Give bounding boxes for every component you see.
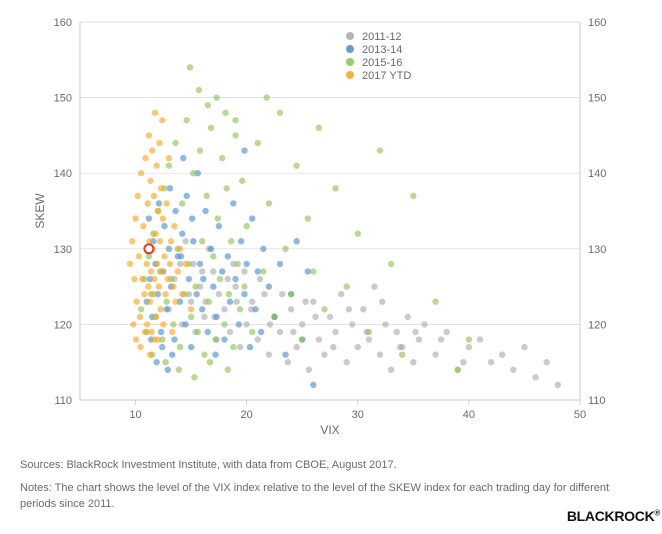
svg-text:30: 30 — [352, 409, 364, 421]
source-line: Sources: BlackRock Investment Institute,… — [20, 458, 640, 473]
svg-text:50: 50 — [574, 409, 586, 421]
svg-text:20: 20 — [241, 409, 253, 421]
brand-text: BLACKROCK — [567, 508, 655, 524]
svg-text:120: 120 — [588, 319, 606, 331]
brand-logo: BLACKROCK® — [20, 508, 660, 524]
svg-text:160: 160 — [54, 17, 72, 29]
svg-text:140: 140 — [588, 168, 606, 180]
svg-text:130: 130 — [588, 244, 606, 256]
svg-text:2017 YTD: 2017 YTD — [362, 70, 411, 82]
svg-text:2011-12: 2011-12 — [362, 31, 402, 43]
svg-text:110: 110 — [588, 395, 606, 407]
svg-text:150: 150 — [54, 93, 72, 105]
svg-text:2015-16: 2015-16 — [362, 57, 402, 69]
scatter-chart: 110 110 120 120 130 130 140 140 150 150 160 160 10 20… — [20, 10, 640, 450]
svg-text:SKEW: SKEW — [33, 193, 47, 229]
svg-text:140: 140 — [54, 168, 72, 180]
svg-text:110: 110 — [54, 395, 72, 407]
svg-text:10: 10 — [129, 409, 141, 421]
chart-canvas: 110 110 120 120 130 130 140 140 150 150 160 160 10 20… — [20, 10, 640, 450]
svg-text:150: 150 — [588, 93, 606, 105]
svg-text:120: 120 — [54, 319, 72, 331]
svg-text:130: 130 — [54, 244, 72, 256]
svg-text:2013-14: 2013-14 — [362, 44, 402, 56]
svg-text:40: 40 — [463, 409, 475, 421]
svg-text:VIX: VIX — [320, 423, 339, 437]
svg-text:160: 160 — [588, 17, 606, 29]
